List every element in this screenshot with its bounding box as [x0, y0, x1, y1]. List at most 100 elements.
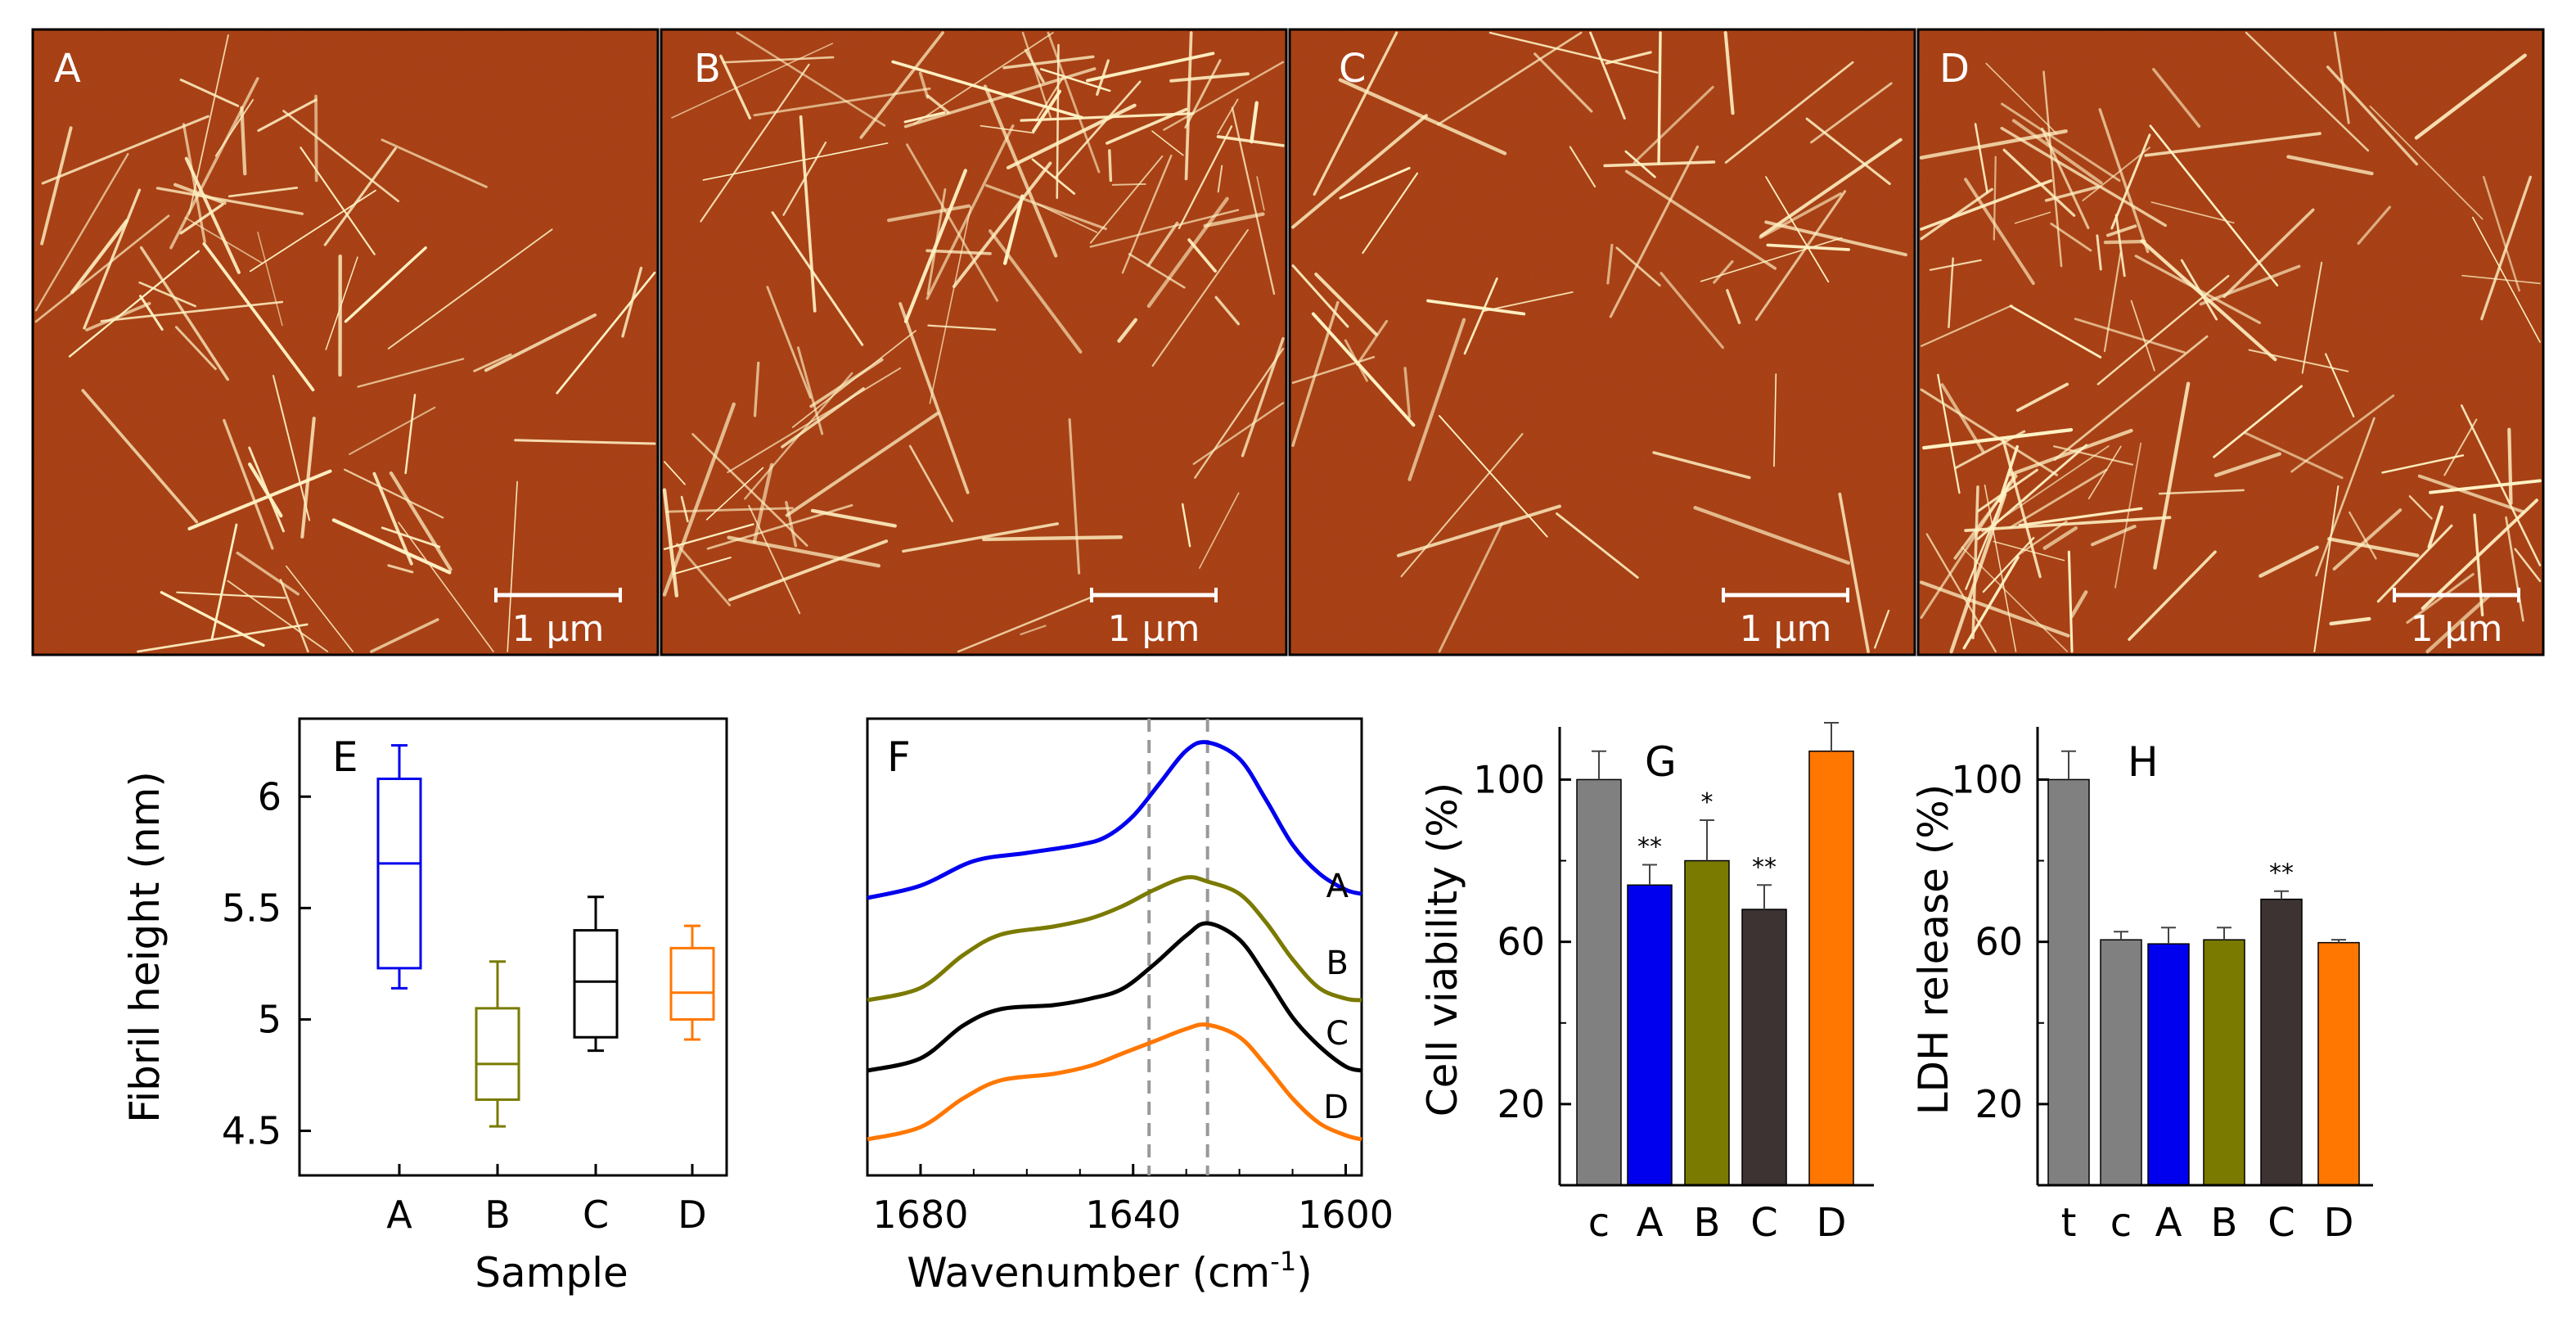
chart-h-bars: **: [2047, 750, 2360, 1186]
x-tick-label: 1640: [1085, 1193, 1181, 1237]
chart-g-axes: c A B C D 20 60 100: [1473, 727, 1874, 1246]
fibril: [663, 523, 754, 551]
x-tick-label: B: [2211, 1200, 2238, 1246]
fibril: [1362, 172, 1419, 255]
fibril: [214, 98, 254, 157]
afm-frame-b: [660, 28, 1288, 656]
fibril: [257, 232, 283, 327]
fibril: [2090, 525, 2137, 547]
fibril: [2425, 594, 2490, 654]
fibril: [1291, 114, 1428, 229]
x-tick-label: D: [2324, 1200, 2354, 1246]
fibril: [727, 539, 889, 602]
fibril: [285, 565, 354, 652]
fibril: [1169, 72, 1250, 83]
fibril: [1344, 339, 1368, 382]
fibril: [1726, 289, 1741, 324]
fibril: [1589, 31, 1626, 120]
fibril: [809, 358, 884, 408]
fibril: [2376, 524, 2453, 603]
fibril: [2096, 234, 2102, 271]
fibril: [989, 229, 1083, 354]
fibril: [323, 147, 397, 246]
fibril: [1311, 312, 1416, 427]
fibril: [927, 324, 997, 331]
fibril: [139, 246, 230, 381]
spectrum-B: [867, 875, 1362, 1003]
bar-D: [2317, 941, 2360, 1186]
fibril: [1214, 295, 1241, 326]
fibril: [952, 161, 1052, 288]
fibril: [2050, 222, 2092, 252]
fibril: [706, 503, 853, 550]
fibril: [514, 439, 656, 445]
fibril: [2002, 438, 2042, 579]
series-label-D: D: [1323, 1089, 1349, 1126]
fibril: [138, 281, 196, 308]
chart-f-series-labels: A BCD: [1323, 868, 1349, 1126]
fibril: [1187, 238, 1217, 273]
fibril: [982, 535, 1124, 542]
fibril: [1181, 503, 1191, 548]
chart-f-xlabel-main: Wavenumber (cm: [907, 1249, 1270, 1297]
fibrils-c: [1291, 30, 1907, 653]
fibril: [349, 406, 436, 455]
fibril: [1217, 165, 1223, 193]
box-D: [669, 946, 715, 1021]
fibril: [1723, 30, 1735, 115]
fibril: [2042, 70, 2063, 268]
fibril: [1977, 468, 2038, 512]
fibril: [1002, 55, 1095, 70]
fibril: [1805, 117, 1891, 186]
fibril: [2103, 251, 2122, 353]
fibril: [1633, 85, 1714, 165]
fibril: [1256, 176, 1265, 211]
fibril: [2052, 445, 2134, 466]
fibril: [83, 188, 142, 330]
fibril: [2011, 119, 2103, 185]
fibril: [705, 467, 764, 521]
fibril: [331, 518, 452, 575]
fibril: [2326, 65, 2419, 166]
fibril: [1106, 107, 1188, 145]
fibril: [1291, 264, 1349, 328]
fibril: [2427, 505, 2444, 549]
fibril: [139, 295, 164, 332]
fibril: [160, 591, 265, 647]
fibrils-d: [1919, 31, 2542, 654]
fibril: [1032, 89, 1062, 133]
chart-h-axes: t c A B C D 20 60 100: [1951, 727, 2373, 1246]
fibril: [1609, 145, 1700, 318]
fibril: [2381, 454, 2465, 474]
fibril: [1919, 580, 2070, 638]
y-tick-label: 6: [258, 774, 281, 819]
chart-f-series: [867, 740, 1362, 1142]
fibril: [1993, 540, 2065, 562]
fibril: [671, 43, 834, 119]
significance-mark: *: [1701, 788, 1714, 817]
fibril: [1355, 319, 1389, 366]
fibril: [344, 246, 427, 323]
fibril: [2009, 304, 2102, 359]
fibril: [173, 183, 227, 205]
fibril: [902, 522, 1059, 553]
fibril: [1217, 98, 1239, 134]
chart-e-yaxis: 4.5 5 5.5 6: [222, 774, 311, 1153]
fibril: [100, 300, 284, 322]
bar-c: [2100, 939, 2142, 1186]
fibril: [1919, 129, 2068, 160]
fibril: [236, 551, 299, 596]
fibril: [980, 124, 1035, 134]
fibril: [2000, 126, 2167, 228]
fibril: [753, 361, 760, 417]
fibril: [1693, 506, 1851, 565]
fibril: [398, 521, 494, 652]
fibril: [279, 579, 309, 653]
fibril: [1034, 74, 1065, 122]
x-tick-label: C: [583, 1193, 609, 1237]
fibril: [2332, 508, 2403, 571]
x-tick-label: 1680: [872, 1193, 968, 1237]
bar-A: [1627, 884, 1673, 1186]
fibril: [719, 54, 752, 120]
fibril: [2150, 201, 2235, 224]
